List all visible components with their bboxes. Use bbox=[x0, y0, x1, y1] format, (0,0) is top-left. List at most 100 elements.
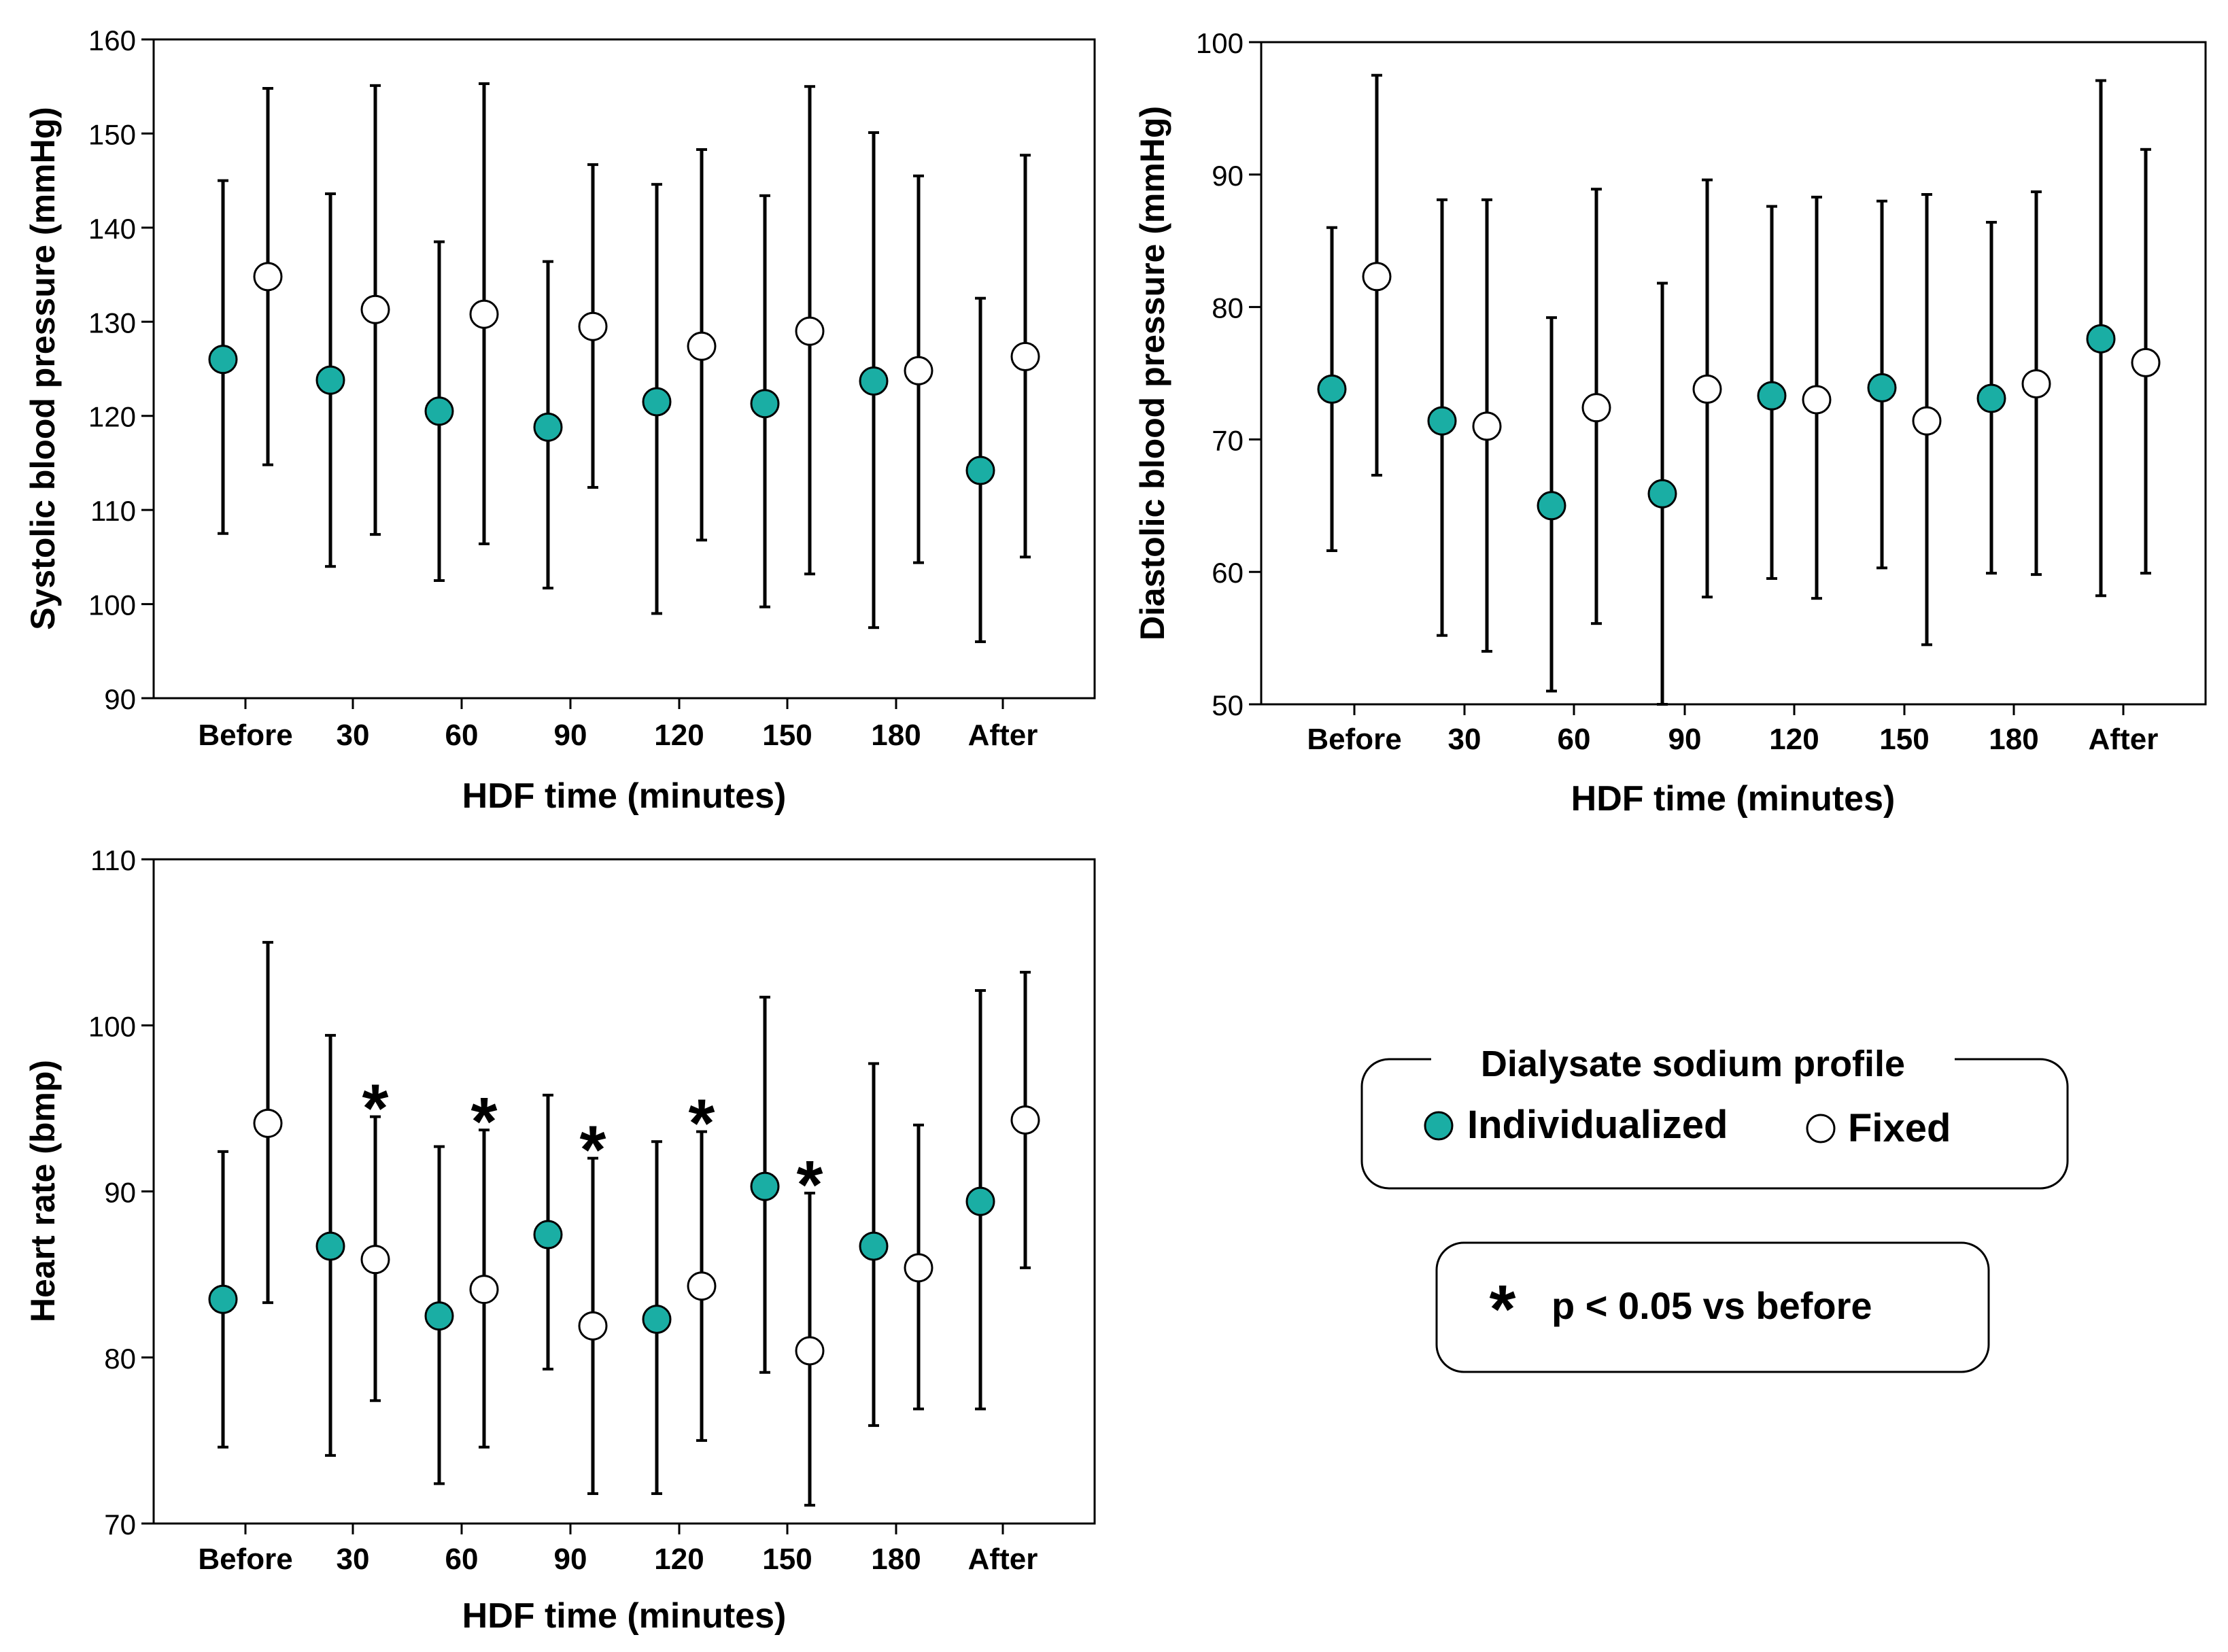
y-tick-label: 90 bbox=[104, 1177, 136, 1209]
individualized-mean-point bbox=[533, 412, 563, 442]
x-tick-label: 180 bbox=[871, 1543, 921, 1576]
legend-label-fixed: Fixed bbox=[1848, 1106, 1951, 1150]
individualized-mean-point bbox=[1537, 491, 1566, 521]
x-axis-title: HDF time (minutes) bbox=[462, 776, 787, 816]
y-axis-title: Systolic blood pressure (mmHg) bbox=[24, 107, 62, 630]
individualized-mean-point bbox=[424, 396, 454, 426]
individualized-mean-point bbox=[750, 389, 780, 419]
x-tick-label: 120 bbox=[1769, 723, 1819, 756]
y-tick-label: 80 bbox=[104, 1343, 136, 1375]
y-tick-label: 150 bbox=[88, 118, 136, 150]
y-axis-title: Diastolic blood pressure (mmHg) bbox=[1133, 106, 1171, 640]
individualized-mean-point bbox=[859, 366, 889, 396]
y-tick-label: 60 bbox=[1212, 557, 1244, 589]
fixed-mean-point bbox=[253, 1108, 283, 1138]
individualized-mean-point bbox=[859, 1231, 889, 1261]
x-tick-label: 90 bbox=[1668, 723, 1702, 756]
legend: Dialysate sodium profile Individualized … bbox=[1360, 1044, 2069, 1190]
y-tick-label: 140 bbox=[88, 213, 136, 245]
x-tick-label: 30 bbox=[337, 719, 370, 752]
x-tick-label: 60 bbox=[1558, 723, 1591, 756]
y-tick-label: 120 bbox=[88, 401, 136, 433]
y-tick-label: 100 bbox=[88, 589, 136, 621]
open-circle-icon bbox=[1806, 1114, 1836, 1143]
y-tick-label: 70 bbox=[104, 1509, 136, 1541]
x-tick-label: Before bbox=[198, 719, 292, 752]
fixed-mean-point bbox=[578, 311, 608, 341]
y-tick-label: 90 bbox=[1212, 160, 1244, 192]
individualized-mean-point bbox=[965, 455, 995, 485]
x-axis-title: HDF time (minutes) bbox=[462, 1596, 787, 1636]
x-tick-label: Before bbox=[198, 1543, 292, 1576]
legend-label-individualized: Individualized bbox=[1467, 1103, 1728, 1147]
significance-note: * p < 0.05 vs before bbox=[1435, 1241, 1990, 1373]
individualized-mean-point bbox=[965, 1186, 995, 1216]
fixed-mean-point bbox=[1472, 411, 1502, 441]
fixed-mean-point bbox=[795, 1336, 825, 1366]
y-tick-label: 100 bbox=[1196, 27, 1244, 59]
x-tick-label: 30 bbox=[1448, 723, 1481, 756]
legend-title: Dialysate sodium profile bbox=[1481, 1044, 1905, 1084]
fixed-mean-point bbox=[1912, 406, 1942, 436]
x-tick-label: 60 bbox=[445, 1543, 479, 1576]
individualized-mean-point bbox=[1976, 383, 2006, 413]
x-tick-label: 150 bbox=[762, 1543, 812, 1576]
significance-asterisk: * bbox=[471, 1084, 498, 1160]
fixed-mean-point bbox=[904, 356, 933, 385]
plot-frame bbox=[152, 38, 1096, 700]
fixed-mean-point bbox=[2021, 369, 2051, 399]
individualized-mean-point bbox=[424, 1301, 454, 1331]
individualized-mean-point bbox=[1427, 406, 1457, 436]
fixed-mean-point bbox=[1010, 342, 1040, 372]
fixed-mean-point bbox=[578, 1311, 608, 1341]
individualized-mean-point bbox=[315, 1231, 345, 1261]
individualized-mean-point bbox=[642, 1305, 672, 1335]
heart-rate-chart: 70 80 90 100 110 Before 30 60 90 120 150 180 After * *… bbox=[24, 844, 1096, 1636]
y-tick-label: 80 bbox=[1212, 292, 1244, 324]
fixed-mean-point bbox=[1581, 393, 1611, 423]
individualized-mean-point bbox=[1757, 381, 1787, 411]
significance-asterisk: * bbox=[580, 1112, 606, 1188]
fixed-mean-point bbox=[2131, 347, 2161, 377]
x-tick-label: 180 bbox=[1989, 723, 2038, 756]
legend-title-backdrop bbox=[1431, 1044, 1955, 1078]
x-tick-label: 90 bbox=[554, 1543, 587, 1576]
note-box bbox=[1435, 1241, 1990, 1373]
individualized-mean-point bbox=[533, 1220, 563, 1250]
fixed-mean-point bbox=[1362, 262, 1392, 292]
individualized-mean-point bbox=[1647, 479, 1677, 509]
individualized-mean-point bbox=[315, 365, 345, 395]
systolic-chart: 90 100 110 120 130 140 150 160 Before 30 60 90 120 15… bbox=[24, 24, 1096, 816]
individualized-mean-point bbox=[1867, 373, 1897, 402]
fixed-mean-point bbox=[469, 1275, 499, 1305]
x-tick-label: 180 bbox=[871, 719, 921, 752]
y-tick-label: 110 bbox=[90, 844, 136, 876]
fixed-mean-point bbox=[904, 1253, 933, 1283]
x-tick-label: 120 bbox=[654, 719, 704, 752]
y-tick-label: 130 bbox=[88, 307, 136, 339]
individualized-mean-point bbox=[2086, 324, 2116, 354]
y-tick-label: 100 bbox=[88, 1010, 136, 1042]
individualized-mean-point bbox=[750, 1171, 780, 1201]
fixed-mean-point bbox=[687, 1271, 717, 1301]
individualized-mean-point bbox=[208, 345, 238, 375]
fixed-mean-point bbox=[360, 294, 390, 324]
individualized-mean-point bbox=[1317, 374, 1347, 404]
y-axis-title: Heart rate (bmp) bbox=[24, 1060, 62, 1322]
x-tick-label: 30 bbox=[337, 1543, 370, 1576]
y-tick-label: 70 bbox=[1212, 424, 1244, 456]
y-tick-label: 160 bbox=[88, 24, 136, 56]
plot-frame bbox=[1260, 41, 2207, 706]
x-tick-label: After bbox=[968, 719, 1038, 752]
filled-circle-icon bbox=[1424, 1111, 1454, 1141]
asterisk-icon: * bbox=[1490, 1271, 1516, 1347]
x-tick-label: After bbox=[2089, 723, 2159, 756]
fixed-mean-point bbox=[1802, 385, 1832, 415]
x-tick-label: 150 bbox=[1879, 723, 1929, 756]
y-tick-label: 90 bbox=[104, 683, 136, 715]
plot-frame bbox=[152, 858, 1096, 1525]
individualized-mean-point bbox=[642, 387, 672, 417]
x-tick-label: 120 bbox=[654, 1543, 704, 1576]
